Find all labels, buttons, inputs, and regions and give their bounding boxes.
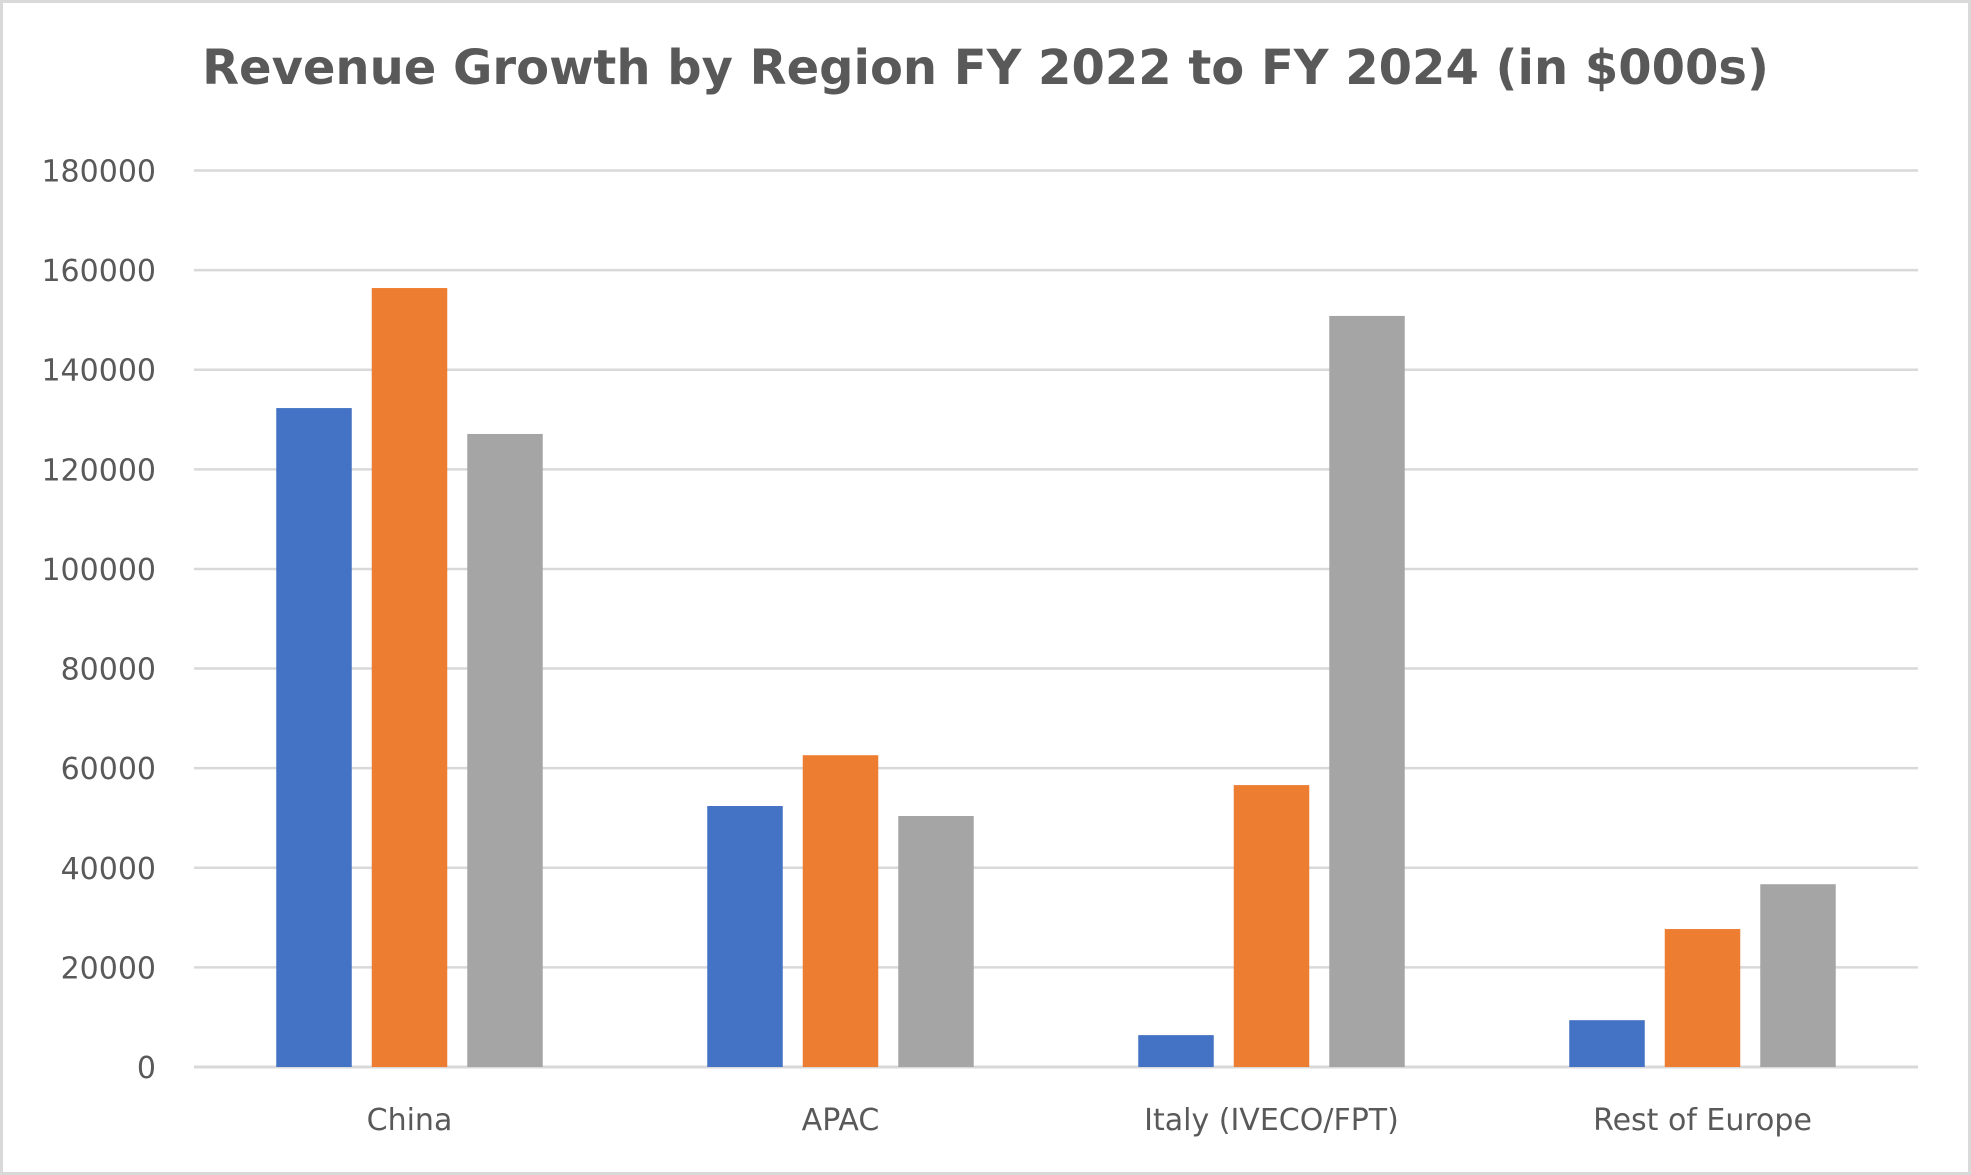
y-tick-label: 20000 <box>61 951 156 986</box>
x-category-label: Italy (IVECO/FPT) <box>1144 1103 1399 1138</box>
bar-italy-iveco-fpt-series-1 <box>1138 1035 1214 1067</box>
bar-apac-series-2 <box>802 755 879 1067</box>
bar-apac-series-3 <box>898 815 974 1067</box>
x-category-label: China <box>367 1103 453 1138</box>
bar-rest-of-europe-series-3 <box>1760 884 1836 1067</box>
y-tick-label: 120000 <box>41 453 156 488</box>
y-tick-label: 140000 <box>41 354 156 389</box>
y-tick-label: 80000 <box>61 653 156 688</box>
x-category-label: Rest of Europe <box>1593 1103 1812 1138</box>
bar-rest-of-europe-series-1 <box>1569 1020 1645 1067</box>
bars <box>276 288 1836 1067</box>
x-axis-categories: China APAC Italy (IVECO/FPT) Rest of Europe <box>367 1103 1812 1138</box>
bar-apac-series-1 <box>707 806 783 1067</box>
bar-rest-of-europe-series-2 <box>1664 929 1741 1067</box>
bar-italy-iveco-fpt-series-2 <box>1233 785 1310 1067</box>
x-category-label: APAC <box>802 1103 880 1138</box>
bar-china-series-1 <box>276 408 352 1067</box>
y-tick-label: 160000 <box>41 254 156 289</box>
y-tick-label: 60000 <box>61 752 156 787</box>
y-tick-label: 0 <box>137 1051 156 1086</box>
y-tick-label: 40000 <box>61 852 156 887</box>
bar-china-series-3 <box>467 433 543 1067</box>
bar-china-series-2 <box>371 288 448 1067</box>
y-tick-label: 180000 <box>41 155 156 190</box>
y-axis-ticks: 0 20000 40000 60000 80000 100000 120000 140000 1… <box>41 155 156 1087</box>
gridlines <box>194 169 1918 1069</box>
bar-italy-iveco-fpt-series-3 <box>1329 315 1405 1067</box>
y-tick-label: 100000 <box>41 553 156 588</box>
chart-title: Revenue Growth by Region FY 2022 to FY 2… <box>202 40 1769 96</box>
